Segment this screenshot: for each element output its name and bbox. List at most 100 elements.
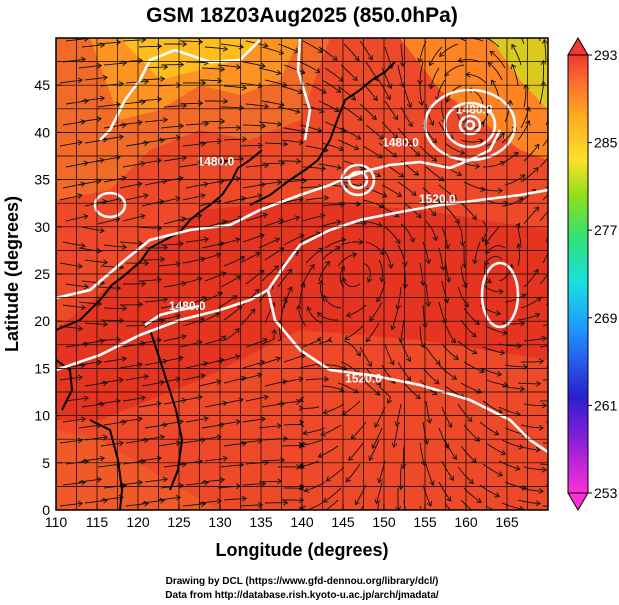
streamline-arrowhead [534, 143, 540, 150]
streamline-arrowhead [163, 64, 169, 70]
streamline [123, 283, 146, 285]
streamline-arrowhead [371, 443, 377, 450]
streamline-arrowhead [323, 195, 330, 201]
streamline-arrowhead [273, 265, 280, 271]
streamline [261, 46, 284, 54]
streamline [62, 241, 86, 247]
streamline [425, 400, 431, 424]
streamline [479, 367, 502, 376]
streamline-arrowhead [96, 247, 103, 254]
streamline-arrowhead [499, 132, 505, 138]
streamline-arrowhead [367, 361, 373, 367]
streamline [487, 62, 503, 81]
streamline [444, 205, 460, 224]
streamline-arrowhead [274, 237, 281, 243]
streamline [517, 382, 541, 385]
streamline-arrowhead [298, 376, 304, 383]
streamline-arrowhead [372, 95, 378, 102]
field-orange-ne [400, 38, 548, 160]
streamline-arrowhead [500, 449, 507, 456]
streamline-arrowhead [406, 375, 412, 381]
streamline [463, 361, 485, 373]
streamline [482, 400, 503, 414]
streamline-arrowhead [296, 304, 302, 310]
streamline-arrowhead [389, 359, 395, 366]
streamline-arrowhead [201, 80, 207, 86]
streamline [359, 103, 377, 120]
y-tick-label: 35 [34, 172, 50, 188]
streamline [337, 85, 356, 101]
streamline-arrowhead [468, 478, 474, 484]
streamline [204, 160, 228, 165]
streamline [482, 463, 503, 476]
streamline [460, 445, 477, 463]
streamline [179, 277, 202, 285]
streamline [422, 484, 432, 507]
streamline [323, 487, 342, 503]
colorbar-tick-label: 293 [594, 47, 618, 63]
streamline [97, 156, 121, 162]
streamline [245, 103, 269, 108]
streamline-arrowhead [235, 419, 241, 425]
streamline [384, 100, 398, 120]
streamline-arrowhead [396, 191, 403, 197]
streamline-arrowhead [77, 77, 84, 84]
streamline [198, 140, 222, 144]
streamline-arrowhead [242, 136, 248, 143]
streamline-arrowhead [324, 260, 331, 267]
streamline-arrowhead [448, 475, 454, 481]
streamline [504, 293, 527, 303]
streamline [539, 81, 545, 105]
streamline [342, 400, 361, 416]
streamline [283, 423, 304, 426]
streamline-arrowhead [471, 332, 477, 338]
streamline [397, 488, 399, 510]
contour-low-central [340, 163, 376, 197]
streamline-arrowhead [137, 416, 143, 423]
streamline-arrowhead [367, 277, 373, 283]
streamline-arrowhead [354, 55, 360, 62]
streamline-arrowhead [102, 497, 109, 504]
streamline [425, 220, 437, 241]
streamline-arrowhead [493, 430, 500, 436]
streamline [103, 62, 127, 66]
streamline [482, 283, 504, 293]
streamline [337, 253, 357, 267]
streamline-arrowhead [355, 350, 361, 357]
streamline [393, 424, 399, 448]
streamline [144, 424, 168, 429]
contour-1480-south [56, 288, 269, 372]
streamline-arrowhead [495, 310, 502, 317]
streamline-arrowhead [507, 99, 513, 105]
streamline [157, 197, 180, 204]
streamline [81, 403, 105, 408]
streamline-arrowhead [235, 175, 241, 182]
streamline [217, 177, 241, 183]
contour-label: 1480.0 [382, 136, 419, 150]
streamline-arrowhead [141, 280, 147, 287]
streamline-arrowhead [222, 455, 229, 462]
streamline-arrowhead [263, 394, 269, 401]
streamline [264, 380, 287, 387]
y-tick-label: 45 [34, 77, 50, 93]
streamline [355, 484, 367, 505]
streamline-arrowhead [319, 108, 325, 114]
streamline [163, 463, 187, 468]
streamline [348, 442, 364, 461]
streamline-arrowhead [535, 500, 541, 507]
streamline [81, 280, 105, 284]
streamline [100, 442, 124, 447]
streamline-arrowhead [480, 186, 486, 192]
streamline-arrowhead [159, 256, 166, 263]
streamline-arrowhead [336, 219, 342, 226]
streamline [457, 466, 474, 484]
streamline [182, 503, 206, 507]
streamline [391, 307, 399, 330]
streamline-arrowhead [203, 236, 210, 243]
streamline [81, 44, 105, 48]
streamline-arrowhead [534, 19, 539, 24]
streamline-arrowhead [317, 452, 324, 458]
streamline-arrowhead [203, 360, 209, 367]
streamline-arrowhead [407, 140, 414, 146]
streamline [403, 382, 421, 399]
